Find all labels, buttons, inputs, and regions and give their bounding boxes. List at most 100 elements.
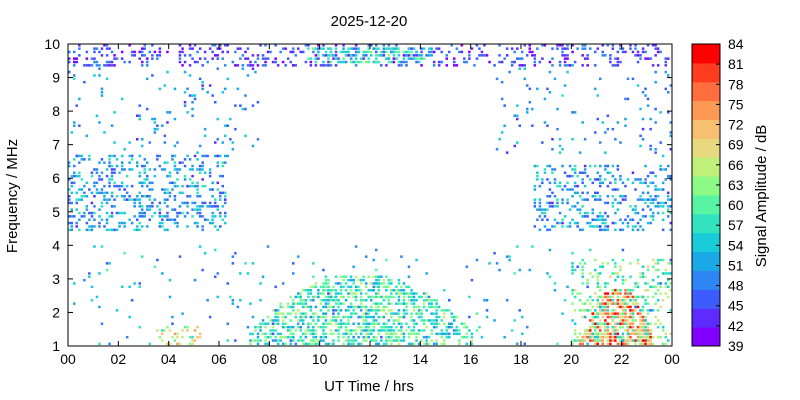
spectrogram-cell [606,164,610,168]
spectrogram-cell [211,188,214,191]
spectrogram-cell [407,299,411,302]
spectrogram-cell [281,60,285,64]
x-tick-label: 10 [312,351,328,367]
spectrogram-cell [589,178,592,181]
colorbar-label: Signal Amplitude / dB [753,125,770,268]
spectrogram-cell [367,325,370,329]
spectrogram-cell [324,332,328,336]
spectrogram-cell [641,305,645,309]
spectrogram-cell [641,342,645,346]
spectrogram-cell [581,302,584,305]
spectrogram-cell [181,329,184,332]
spectrogram-cell [365,312,368,315]
spectrogram-cell [601,342,604,346]
spectrogram-cell [332,312,335,315]
spectrogram-cell [611,47,615,50]
spectrogram-cell [309,315,313,319]
spectrogram-cell [387,44,391,47]
spectrogram-cell [307,289,310,292]
spectrogram-cell [319,325,323,329]
spectrogram-cell [143,211,146,215]
spectrogram-cell [659,188,662,191]
spectrogram-cell [188,184,192,188]
spectrogram-cell [158,201,162,205]
spectrogram-cell [669,262,672,265]
spectrogram-cell [73,215,76,218]
spectrogram-cell [322,299,325,302]
spectrogram-cell [224,124,227,127]
spectrogram-cell [201,178,204,181]
spectrogram-cell [370,332,373,336]
spectrogram-cell [342,57,345,60]
spectrogram-cell [667,198,670,201]
spectrogram-cell [95,171,99,174]
spectrogram-cell [362,54,365,57]
spectrogram-cell [352,292,355,295]
spectrogram-cell [380,275,383,278]
spectrogram-cell [578,228,582,232]
spectrogram-cell [352,60,355,64]
spectrogram-cell [606,195,610,198]
spectrogram-cell [372,47,375,50]
spectrogram-cell [377,292,380,295]
spectrogram-cell [410,47,413,50]
spectrogram-cell [375,309,378,312]
spectrogram-cell [138,154,141,158]
spectrogram-cell [254,339,257,342]
spectrogram-cell [196,158,199,161]
spectrogram-cell [193,208,197,211]
spectrogram-cell [324,325,328,329]
spectrogram-cell [344,322,348,325]
spectrogram-cell [83,215,86,218]
spectrogram-cell [83,211,86,215]
spectrogram-cell [639,312,642,315]
spectrogram-cell [417,295,421,299]
spectrogram-cell [556,127,559,131]
spectrogram-cell [616,302,620,305]
spectrogram-cell [78,124,81,127]
spectrogram-cell [161,188,164,191]
spectrogram-cell [410,299,413,302]
spectrogram-cell [437,305,441,309]
spectrogram-cell [317,319,320,322]
spectrogram-cell [347,54,350,57]
spectrogram-cell [327,64,330,67]
spectrogram-cell [596,191,599,195]
spectrogram-cell [342,285,345,289]
spectrogram-cell [68,57,71,60]
spectrogram-cell [390,295,393,299]
spectrogram-cell [342,47,345,50]
spectrogram-cell [599,312,602,315]
spectrogram-cell [334,289,338,292]
spectrogram-cell [667,195,670,198]
spectrogram-cell [553,205,557,208]
spectrogram-cell [432,305,436,309]
spectrogram-cell [611,292,615,295]
spectrogram-cell [611,64,615,67]
spectrogram-cell [407,342,411,346]
spectrogram-cell [621,302,625,305]
spectrogram-cell [158,225,162,228]
spectrogram-cell [619,319,622,322]
spectrogram-cell [415,299,418,302]
spectrogram-cell [108,262,111,265]
spectrogram-cell [188,178,192,181]
spectrogram-cell [327,289,330,292]
spectrogram-cell [636,84,640,87]
spectrogram-cell [616,272,620,275]
spectrogram-cell [518,124,521,127]
spectrogram-cell [337,57,340,60]
spectrogram-cell [611,272,615,275]
spectrogram-cell [68,195,71,198]
spectrogram-cell [372,295,375,299]
spectrogram-cell [619,325,622,329]
colorbar-tick-label: 66 [728,157,744,173]
spectrogram-cell [478,325,481,329]
spectrogram-cell [309,339,313,342]
spectrogram-cell [113,198,116,201]
spectrogram-cell [445,335,448,339]
spectrogram-cell [581,268,584,272]
spectrogram-cell [458,339,461,342]
spectrogram-cell [108,158,111,161]
spectrogram-cell [68,201,71,205]
